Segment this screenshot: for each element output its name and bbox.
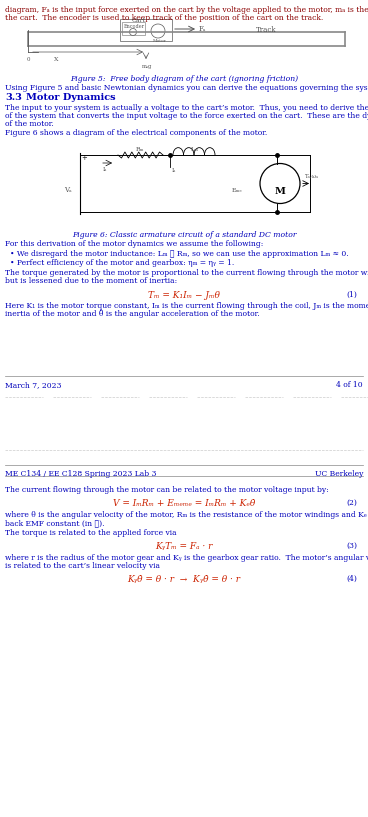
Text: of the motor.: of the motor. <box>5 120 54 128</box>
Text: Iₐ: Iₐ <box>172 168 176 173</box>
Text: 3.3: 3.3 <box>5 93 22 102</box>
Text: Tₐ,ωₐ: Tₐ,ωₐ <box>304 173 318 178</box>
Text: Figure 5:  Free body diagram of the cart (ignoring friction): Figure 5: Free body diagram of the cart … <box>70 75 298 83</box>
Text: −: − <box>81 209 87 217</box>
Text: UC Berkeley: UC Berkeley <box>315 470 363 478</box>
Text: Track: Track <box>256 26 276 34</box>
Text: where θ̇ is the angular velocity of the motor, Rₘ is the resistance of the motor: where θ̇ is the angular velocity of the … <box>5 511 368 519</box>
Text: Eₘₑ: Eₘₑ <box>232 187 243 193</box>
Text: Fₐ: Fₐ <box>199 25 206 33</box>
Text: of the system that converts the input voltage to the force exerted on the cart. : of the system that converts the input vo… <box>5 112 368 120</box>
Text: For this derivation of the motor dynamics we assume the following:: For this derivation of the motor dynamic… <box>5 240 263 248</box>
Text: The current flowing through the motor can be related to the motor voltage input : The current flowing through the motor ca… <box>5 486 329 494</box>
Text: Vₐ: Vₐ <box>64 186 72 194</box>
Text: the cart.  The encoder is used to keep track of the position of the cart on the : the cart. The encoder is used to keep tr… <box>5 14 323 22</box>
Text: is related to the cart’s linear velocity via: is related to the cart’s linear velocity… <box>5 562 160 570</box>
Text: +: + <box>81 154 87 162</box>
Text: Lₘ: Lₘ <box>191 147 199 152</box>
Text: X: X <box>54 57 59 62</box>
Text: Using Figure 5 and basic Newtonian dynamics you can derive the equations governi: Using Figure 5 and basic Newtonian dynam… <box>5 84 368 92</box>
Text: The torque is related to the applied force via: The torque is related to the applied for… <box>5 529 177 537</box>
Text: • Perfect efficiency of the motor and gearbox: ηₘ = ηᵧ = 1.: • Perfect efficiency of the motor and ge… <box>10 259 234 267</box>
Text: Motor: Motor <box>152 39 166 43</box>
Bar <box>120 19 172 41</box>
Text: (2): (2) <box>346 499 357 507</box>
Text: 0: 0 <box>27 57 31 62</box>
Text: mₐg: mₐg <box>142 64 152 69</box>
Text: (3): (3) <box>346 542 357 550</box>
Text: where r is the radius of the motor gear and Kᵧ is the gearbox gear ratio.  The m: where r is the radius of the motor gear … <box>5 554 368 562</box>
Text: inertia of the motor and θ̈ is the angular acceleration of the motor.: inertia of the motor and θ̈ is the angul… <box>5 310 260 318</box>
Text: KᵧTₘ = Fₐ · r: KᵧTₘ = Fₐ · r <box>155 542 213 551</box>
Text: Kᵧθ̇ = θ̇ · r  →  Kᵧθ̇ = θ̇ · r: Kᵧθ̇ = θ̇ · r → Kᵧθ̇ = θ̇ · r <box>127 575 241 584</box>
Text: • We disregard the motor inductance: Lₘ ≪ Rₘ, so we can use the approximation Lₘ: • We disregard the motor inductance: Lₘ … <box>10 250 348 258</box>
Text: (4): (4) <box>346 575 357 583</box>
Text: Figure 6: Classic armature circuit of a standard DC motor: Figure 6: Classic armature circuit of a … <box>72 231 296 239</box>
Text: Iₐ: Iₐ <box>103 167 107 172</box>
Text: Here K₁ is the motor torque constant, Iₘ is the current flowing through the coil: Here K₁ is the motor torque constant, Iₘ… <box>5 302 368 310</box>
Text: (1): (1) <box>346 291 357 299</box>
Text: diagram, Fₐ is the input force exerted on the cart by the voltage applied to the: diagram, Fₐ is the input force exerted o… <box>5 6 368 14</box>
Text: Figure 6 shows a diagram of the electrical components of the motor.: Figure 6 shows a diagram of the electric… <box>5 129 267 137</box>
Text: The input to your system is actually a voltage to the cart’s motor.  Thus, you n: The input to your system is actually a v… <box>5 104 368 112</box>
Circle shape <box>130 29 137 35</box>
Circle shape <box>260 163 300 203</box>
Text: V = IₘRₘ + Eₘₑₘₑ = IₘRₘ + Kₑθ̇: V = IₘRₘ + Eₘₑₘₑ = IₘRₘ + Kₑθ̇ <box>113 499 255 508</box>
Text: Motor Dynamics: Motor Dynamics <box>26 93 116 102</box>
Text: back EMF constant (in ﻿).: back EMF constant (in ﻿). <box>5 519 105 527</box>
Text: but is lessened due to the moment of inertia:: but is lessened due to the moment of ine… <box>5 277 177 285</box>
Text: Tₘ = K₁Iₘ − Jₘθ̈: Tₘ = K₁Iₘ − Jₘθ̈ <box>148 291 220 300</box>
Text: Rₘ: Rₘ <box>136 147 145 152</box>
Bar <box>122 22 145 35</box>
Circle shape <box>151 24 165 38</box>
Text: Encoder: Encoder <box>124 24 145 29</box>
Text: The torque generated by the motor is proportional to the current flowing through: The torque generated by the motor is pro… <box>5 269 368 277</box>
Text: M: M <box>275 186 286 195</box>
Text: ME C134 / EE C128 Spring 2023 Lab 3: ME C134 / EE C128 Spring 2023 Lab 3 <box>5 470 156 478</box>
Text: Cart: Cart <box>132 18 146 23</box>
Text: 4 of 10: 4 of 10 <box>336 381 363 389</box>
Text: March 7, 2023: March 7, 2023 <box>5 381 61 389</box>
